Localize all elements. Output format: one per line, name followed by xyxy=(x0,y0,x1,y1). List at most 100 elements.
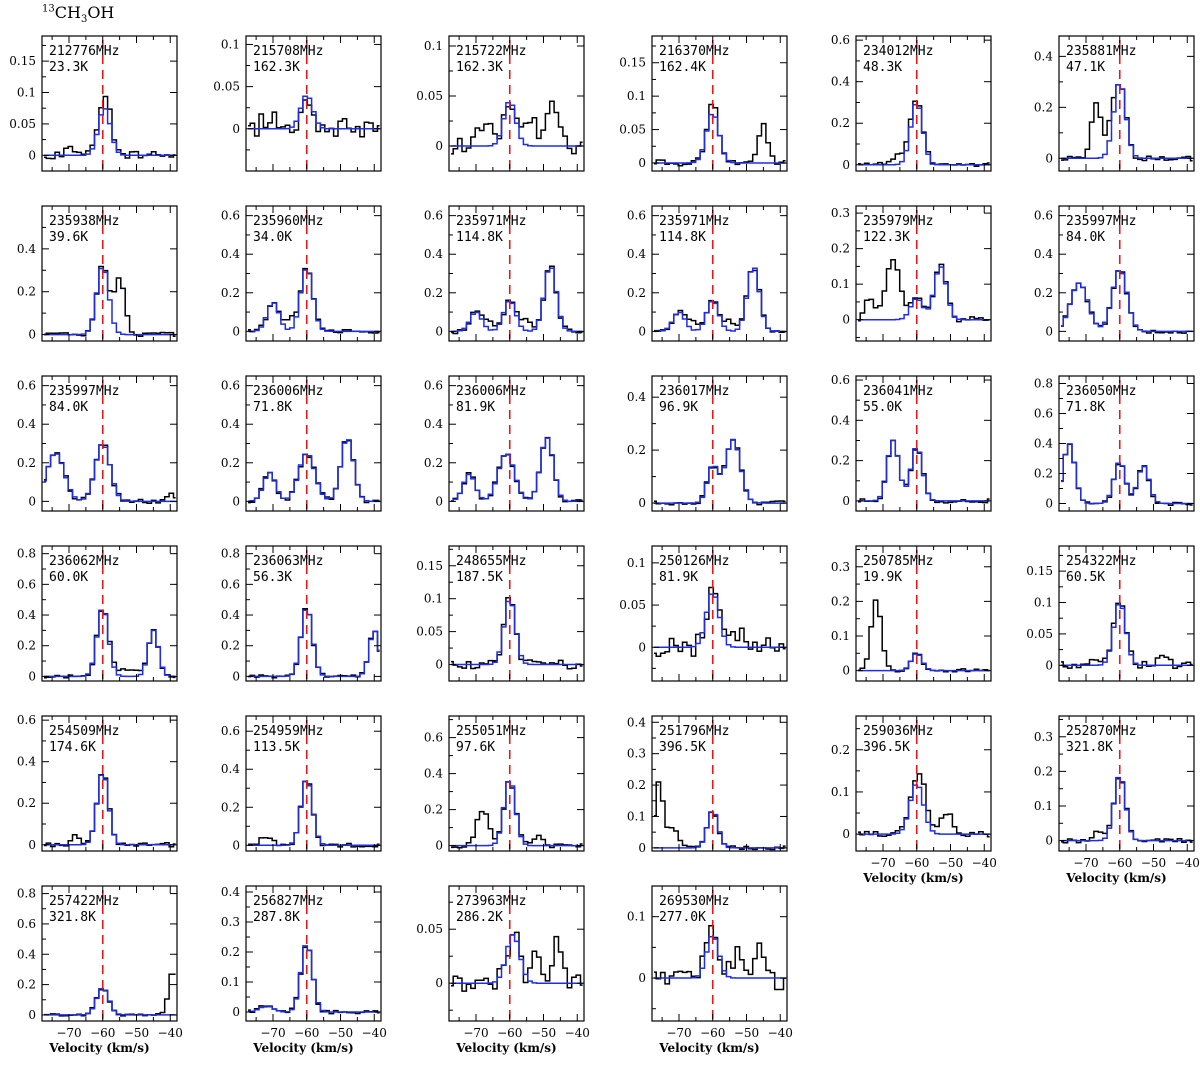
model-spectrum xyxy=(654,267,786,333)
y-tick-label: 0.1 xyxy=(221,975,240,989)
y-tick-label: 0.8 xyxy=(1034,377,1053,391)
line-frequency: 236006MHz xyxy=(456,384,526,399)
y-tick-label: 0.2 xyxy=(1034,467,1053,481)
y-tick-label: 0.4 xyxy=(221,417,240,431)
observed-spectrum xyxy=(44,95,176,160)
x-tick-label: −50 xyxy=(328,1026,353,1040)
y-tick-label: 0.15 xyxy=(416,559,443,573)
panel-frame xyxy=(855,715,992,852)
line-frequency: 235960MHz xyxy=(253,214,323,229)
panel-frame xyxy=(448,715,585,852)
y-tick-label: 0.05 xyxy=(416,922,443,936)
y-tick-label: 0.2 xyxy=(1034,286,1053,300)
y-tick-label: 0.8 xyxy=(221,547,240,561)
model-spectrum xyxy=(1061,604,1193,667)
y-tick-label: 0.3 xyxy=(627,747,646,761)
y-tick-label: 0 xyxy=(232,494,240,508)
upper-level-energy: 122.3K xyxy=(863,230,910,245)
y-tick-label: 0.2 xyxy=(627,286,646,300)
y-tick-label: 0 xyxy=(435,324,443,338)
figure-title: 13CH3OH xyxy=(42,3,114,25)
y-tick-label: 0 xyxy=(28,148,36,162)
model-spectrum xyxy=(451,934,583,984)
line-frequency: 254322MHz xyxy=(1066,554,1136,569)
upper-level-energy: 162.3K xyxy=(253,60,300,75)
model-spectrum xyxy=(44,267,176,336)
y-tick-label: 0.4 xyxy=(627,715,646,729)
y-tick-label: 0.4 xyxy=(17,947,36,961)
y-tick-label: 0.4 xyxy=(424,767,443,781)
upper-level-energy: 174.6K xyxy=(49,740,96,755)
upper-level-energy: 19.9K xyxy=(863,570,902,585)
y-tick-label: 0.4 xyxy=(831,75,850,89)
y-tick-label: 0.2 xyxy=(221,456,240,470)
upper-level-energy: 81.9K xyxy=(456,400,495,415)
y-tick-label: 0.6 xyxy=(221,577,240,591)
panel-frame xyxy=(448,545,585,682)
y-tick-label: 0.6 xyxy=(424,731,443,745)
y-tick-label: 0.2 xyxy=(1034,764,1053,778)
x-tick-label: −40 xyxy=(972,856,997,870)
x-tick-label: −70 xyxy=(666,1026,691,1040)
line-frequency: 216370MHz xyxy=(659,44,729,59)
line-frequency: 235979MHz xyxy=(863,214,933,229)
model-spectrum xyxy=(451,101,583,147)
y-tick-label: 0 xyxy=(1045,497,1053,511)
model-spectrum xyxy=(654,113,786,164)
y-tick-label: 0.6 xyxy=(627,209,646,223)
y-tick-label: 0.4 xyxy=(221,762,240,776)
y-tick-label: 0.3 xyxy=(831,206,850,220)
y-tick-label: 0.1 xyxy=(424,592,443,606)
y-tick-label: 0.2 xyxy=(17,978,36,992)
upper-level-energy: 97.6K xyxy=(456,740,495,755)
y-tick-label: 0.4 xyxy=(17,242,36,256)
x-axis-label: Velocity (km/s) xyxy=(1065,871,1166,885)
panel-frame xyxy=(41,545,178,682)
panel-frame xyxy=(855,545,992,682)
upper-level-energy: 71.8K xyxy=(1066,400,1105,415)
y-tick-label: 0.1 xyxy=(831,277,850,291)
line-frequency: 250785MHz xyxy=(863,554,933,569)
y-tick-label: 0.4 xyxy=(17,608,36,622)
observed-spectrum xyxy=(858,599,990,673)
line-frequency: 235938MHz xyxy=(49,214,119,229)
y-tick-label: 0.1 xyxy=(627,556,646,570)
y-tick-label: 0 xyxy=(638,640,646,654)
panel-frame xyxy=(651,545,788,682)
y-tick-label: 0.6 xyxy=(831,373,850,387)
y-tick-label: 0.6 xyxy=(1034,209,1053,223)
line-frequency: 215708MHz xyxy=(253,44,323,59)
line-frequency: 236006MHz xyxy=(253,384,323,399)
panel-frame xyxy=(448,885,585,1022)
model-spectrum xyxy=(44,987,176,1016)
y-tick-label: 0.2 xyxy=(1034,100,1053,114)
y-tick-label: 0.2 xyxy=(831,594,850,608)
y-tick-label: 0 xyxy=(435,494,443,508)
model-spectrum xyxy=(858,104,990,166)
upper-level-energy: 60.0K xyxy=(49,570,88,585)
x-tick-label: −50 xyxy=(734,1026,759,1040)
x-tick-label: −60 xyxy=(700,1026,725,1040)
line-frequency: 236050MHz xyxy=(1066,384,1136,399)
panel-frame xyxy=(651,885,788,1022)
y-tick-label: 0.15 xyxy=(9,54,36,68)
line-frequency: 259036MHz xyxy=(863,724,933,739)
model-spectrum xyxy=(1061,83,1193,160)
y-tick-label: 0.2 xyxy=(831,454,850,468)
model-spectrum xyxy=(248,269,380,333)
line-frequency: 235881MHz xyxy=(1066,44,1136,59)
y-tick-label: 0.05 xyxy=(416,89,443,103)
